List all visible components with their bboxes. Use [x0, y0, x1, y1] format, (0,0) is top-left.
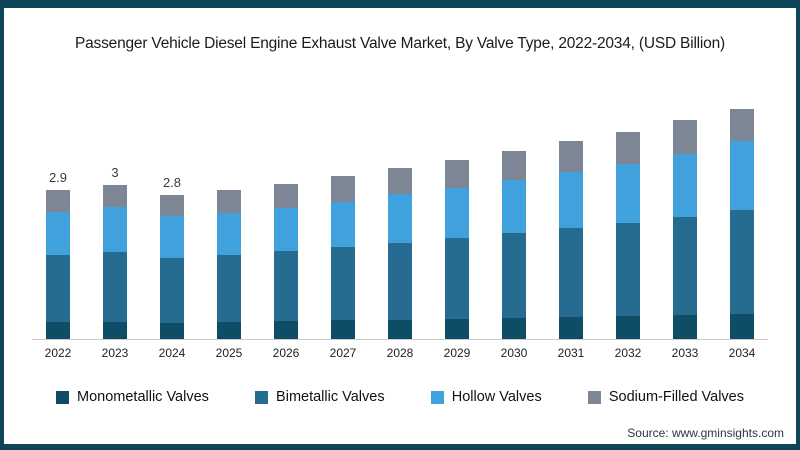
legend: Monometallic Valves Bimetallic Valves Ho…	[56, 389, 744, 405]
bar-segment-hollow-valves-2025	[217, 213, 241, 255]
bar-segment-hollow-valves-2026	[274, 208, 298, 252]
x-axis-label-2024: 2024	[158, 346, 186, 360]
bar-segment-monometallic-valves-2023	[103, 321, 127, 339]
bar-group-2034: 2034	[729, 99, 755, 360]
bar-segment-sodium-filled-valves-2026	[274, 184, 298, 209]
bar-segment-hollow-valves-2029	[445, 187, 469, 239]
bar-segment-monometallic-valves-2032	[616, 315, 640, 339]
bar-segment-monometallic-valves-2033	[673, 314, 697, 339]
bar-segment-hollow-valves-2032	[616, 163, 640, 224]
bar-segment-hollow-valves-2023	[103, 207, 127, 252]
bar-segment-bimetallic-valves-2025	[217, 254, 241, 322]
bar-group-2027: 2027	[330, 99, 356, 360]
bar-segment-monometallic-valves-2030	[502, 317, 526, 339]
bar-group-2029: 2029	[444, 99, 470, 360]
legend-item-bimetallic-valves: Bimetallic Valves	[255, 389, 385, 405]
x-axis-label-2025: 2025	[215, 346, 243, 360]
bar-segment-bimetallic-valves-2027	[331, 246, 355, 321]
x-axis-label-2032: 2032	[614, 346, 642, 360]
legend-swatch-sodium-filled	[587, 390, 601, 404]
bar-segment-bimetallic-valves-2023	[103, 251, 127, 322]
bar-segment-sodium-filled-valves-2029	[445, 160, 469, 188]
x-axis-label-2027: 2027	[329, 346, 357, 360]
bar-group-2023: 3 2023	[102, 99, 129, 361]
bar-group-2033: 2033	[672, 99, 698, 360]
bar-group-2028: 2028	[387, 99, 413, 360]
bar-group-2031: 2031	[558, 99, 584, 360]
x-axis-label-2033: 2033	[671, 346, 699, 360]
bar-segment-hollow-valves-2033	[673, 153, 697, 217]
legend-label: Bimetallic Valves	[276, 389, 385, 405]
legend-item-sodium-filled-valves: Sodium-Filled Valves	[587, 389, 744, 405]
bar-segment-bimetallic-valves-2031	[559, 227, 583, 317]
x-axis-label-2029: 2029	[443, 346, 471, 360]
legend-item-hollow-valves: Hollow Valves	[430, 389, 542, 405]
bar-segment-bimetallic-valves-2028	[388, 242, 412, 320]
stacked-bar-chart: 2.9 2022 3 2023 2.8 2024 2025 2026 2027 2028 2029 2…	[32, 99, 768, 361]
bar-segment-bimetallic-valves-2024	[160, 257, 184, 323]
bar-segment-bimetallic-valves-2022	[46, 255, 70, 323]
bar-segment-sodium-filled-valves-2023	[103, 184, 127, 208]
bar-segment-sodium-filled-valves-2024	[160, 194, 184, 216]
bar-group-2026: 2026	[273, 99, 299, 360]
bar-segment-hollow-valves-2034	[730, 141, 754, 211]
legend-item-monometallic-valves: Monometallic Valves	[56, 389, 209, 405]
bar-segment-bimetallic-valves-2029	[445, 238, 469, 319]
bar-value-label-2022: 2.9	[48, 169, 68, 185]
x-axis-label-2028: 2028	[386, 346, 414, 360]
bar-group-2022: 2.9 2022	[45, 99, 72, 360]
chart-title: Passenger Vehicle Diesel Engine Exhaust …	[75, 35, 725, 52]
bar-segment-monometallic-valves-2022	[46, 322, 70, 339]
bar-segment-hollow-valves-2028	[388, 194, 412, 243]
bar-segment-hollow-valves-2031	[559, 171, 583, 228]
bar-group-2032: 2032	[615, 99, 641, 360]
x-axis-label-2031: 2031	[557, 346, 585, 360]
bar-segment-monometallic-valves-2025	[217, 321, 241, 339]
bar-segment-bimetallic-valves-2033	[673, 216, 697, 315]
bar-segment-monometallic-valves-2028	[388, 319, 412, 339]
legend-swatch-monometallic	[56, 390, 69, 404]
bar-segment-bimetallic-valves-2026	[274, 251, 298, 321]
bar-segment-monometallic-valves-2024	[160, 322, 184, 339]
bar-segment-hollow-valves-2030	[502, 179, 526, 234]
bar-segment-sodium-filled-valves-2027	[331, 176, 355, 202]
legend-label: Sodium-Filled Valves	[608, 389, 744, 405]
bar-segment-bimetallic-valves-2032	[616, 223, 640, 316]
x-axis-label-2026: 2026	[272, 346, 300, 360]
bar-segment-hollow-valves-2022	[46, 211, 70, 256]
bar-segment-sodium-filled-valves-2025	[217, 189, 241, 214]
bar-group-2025: 2025	[216, 99, 242, 360]
bar-segment-monometallic-valves-2029	[445, 318, 469, 339]
bar-segment-sodium-filled-valves-2031	[559, 141, 583, 172]
bar-segment-monometallic-valves-2027	[331, 320, 355, 339]
x-axis-label-2030: 2030	[500, 346, 528, 360]
legend-label: Monometallic Valves	[77, 389, 209, 405]
legend-swatch-hollow	[430, 390, 444, 404]
bar-segment-monometallic-valves-2031	[559, 316, 583, 339]
bar-segment-monometallic-valves-2034	[730, 314, 754, 339]
bar-value-label-2023: 3	[111, 164, 119, 180]
source-attribution: Source: www.gminsights.com	[627, 426, 784, 440]
bar-segment-sodium-filled-valves-2033	[673, 120, 697, 154]
plot-area: 2.9 2022 3 2023 2.8 2024 2025 2026 2027 2028 2029 2…	[32, 99, 768, 361]
bar-segment-sodium-filled-valves-2030	[502, 151, 526, 180]
bar-segment-hollow-valves-2024	[160, 215, 184, 258]
x-axis-label-2023: 2023	[101, 346, 129, 360]
legend-label: Hollow Valves	[451, 389, 542, 405]
bar-group-2030: 2030	[501, 99, 527, 360]
bar-segment-sodium-filled-valves-2034	[730, 108, 754, 142]
x-axis-label-2022: 2022	[44, 346, 72, 360]
bar-segment-sodium-filled-valves-2028	[388, 168, 412, 195]
bar-group-2024: 2.8 2024	[159, 99, 186, 360]
bar-segment-sodium-filled-valves-2032	[616, 132, 640, 164]
x-axis-label-2034: 2034	[728, 346, 756, 360]
bar-segment-bimetallic-valves-2030	[502, 233, 526, 318]
legend-swatch-bimetallic	[255, 390, 269, 404]
bar-segment-hollow-valves-2027	[331, 201, 355, 247]
bar-value-label-2024: 2.8	[162, 174, 182, 190]
bar-segment-sodium-filled-valves-2022	[46, 189, 70, 212]
bar-segment-monometallic-valves-2026	[274, 320, 298, 339]
bar-segment-bimetallic-valves-2034	[730, 210, 754, 315]
